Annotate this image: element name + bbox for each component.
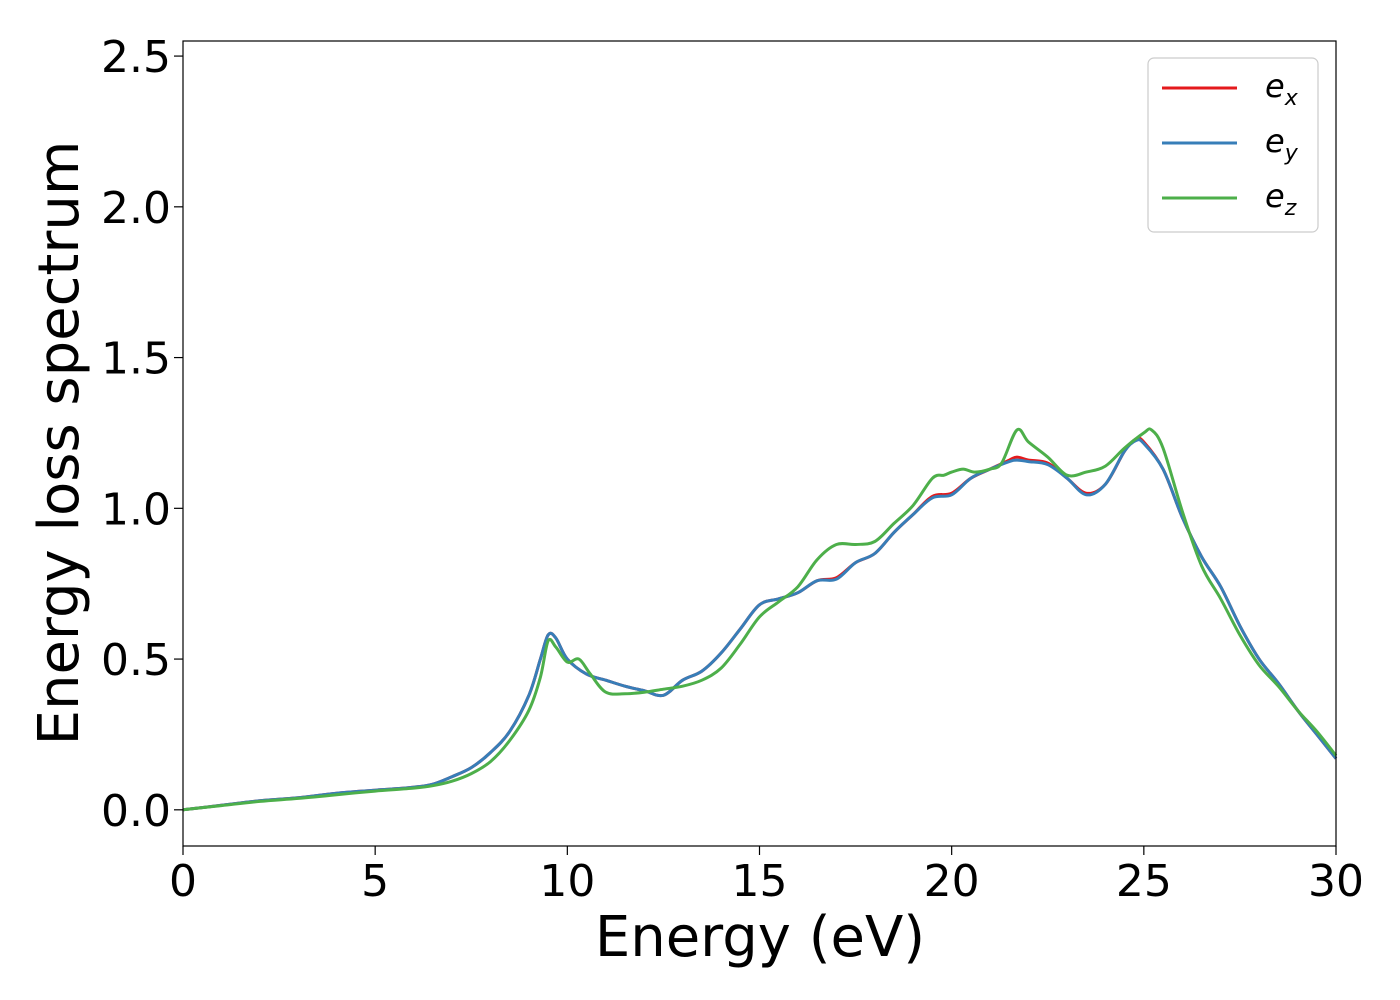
axis-ticks: 0 5 10 15 20 25 30 0.0 0.5 1.0 1.5 2.0 2.5 — [101, 32, 1364, 907]
y-axis-label: Energy loss spectrum — [27, 141, 92, 746]
x-tick-label: 15 — [732, 856, 788, 907]
series-line-x — [182, 436, 1338, 812]
legend-label-x: ex — [1265, 67, 1299, 111]
series-line-y — [182, 438, 1338, 812]
legend-label-y: ey — [1265, 122, 1299, 166]
x-axis-label: Energy (eV) — [595, 905, 925, 970]
legend-box — [1147, 57, 1319, 233]
x-tick-label: 10 — [539, 856, 595, 907]
y-tick-label: 2.0 — [101, 183, 171, 234]
y-tick-label: 2.5 — [101, 32, 171, 83]
legend: ex ey ez — [1147, 57, 1319, 233]
x-tick-label: 20 — [924, 856, 980, 907]
series-lines — [182, 427, 1338, 812]
x-tick-label: 30 — [1308, 856, 1364, 907]
series-line-z — [182, 427, 1338, 812]
y-tick-label: 1.5 — [101, 334, 171, 385]
x-tick-label: 5 — [361, 856, 389, 907]
y-tick-label: 0.5 — [101, 635, 171, 686]
x-tick-label: 0 — [169, 856, 197, 907]
x-tick-label: 25 — [1116, 856, 1172, 907]
y-tick-label: 0.0 — [101, 786, 171, 837]
legend-label-z: ez — [1265, 177, 1297, 221]
y-tick-label: 1.0 — [101, 484, 171, 535]
